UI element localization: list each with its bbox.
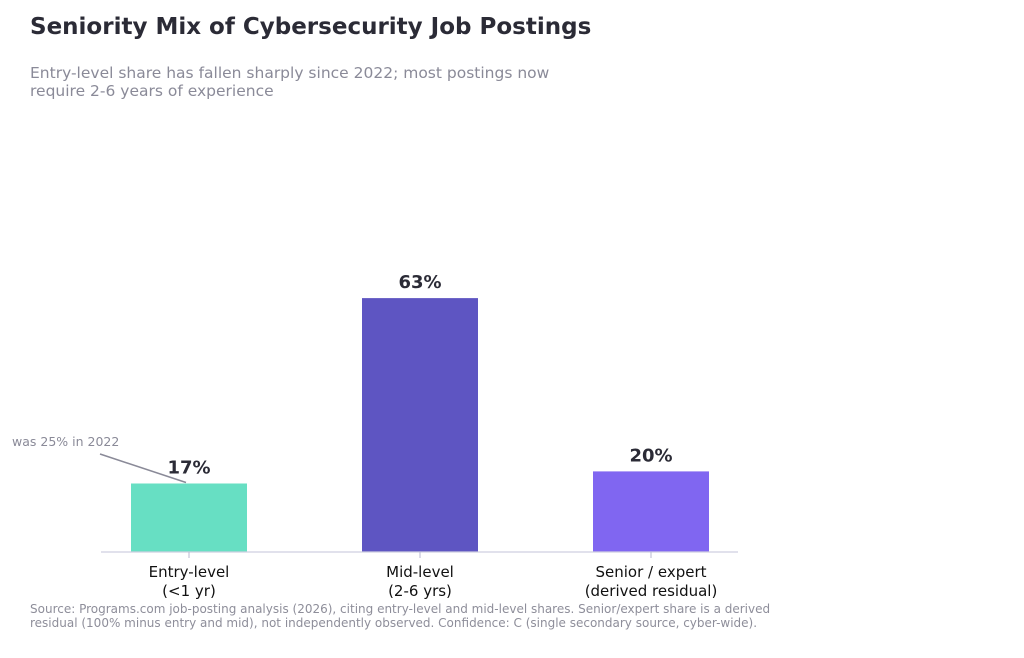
annotation-leader-line bbox=[99, 453, 187, 484]
x-tick-label-1-0: Mid-level bbox=[386, 563, 454, 581]
chart-subtitle: Entry-level share has fallen sharply sin… bbox=[30, 64, 550, 100]
x-tick-label-2-0: Senior / expert bbox=[596, 563, 707, 581]
x-tick-label-2-1: (derived residual) bbox=[585, 582, 718, 600]
x-tick-label-1-1: (2-6 yrs) bbox=[388, 582, 452, 600]
value-label-1: 63% bbox=[398, 272, 441, 293]
bar-1 bbox=[362, 298, 478, 552]
value-label-0: 17% bbox=[167, 457, 210, 478]
chart-title: Seniority Mix of Cybersecurity Job Posti… bbox=[30, 14, 592, 40]
x-tick-label-0-0: Entry-level bbox=[149, 563, 230, 581]
x-tick-label-0-1: (<1 yr) bbox=[162, 582, 216, 600]
source-footnote: Source: Programs.com job-posting analysi… bbox=[30, 602, 771, 630]
annotation-text: was 25% in 2022 bbox=[12, 434, 119, 449]
bar-0 bbox=[131, 483, 247, 552]
bar-2 bbox=[593, 471, 709, 552]
x-tick-labels: Entry-level(<1 yr) Mid-level(2-6 yrs) Seni… bbox=[149, 552, 718, 600]
value-label-2: 20% bbox=[629, 445, 672, 466]
value-labels: 17% 63% 20% bbox=[167, 272, 672, 478]
bars-group bbox=[131, 298, 709, 552]
annotation-group: was 25% in 2022 bbox=[12, 434, 187, 484]
